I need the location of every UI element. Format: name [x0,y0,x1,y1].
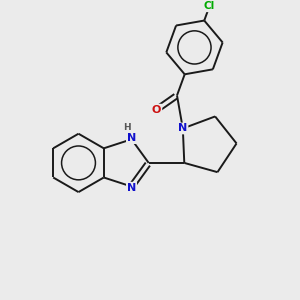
Text: H: H [123,122,131,131]
Text: N: N [127,183,136,193]
Text: N: N [178,124,188,134]
Text: N: N [127,133,136,143]
Text: Cl: Cl [204,1,215,11]
Text: O: O [152,105,161,115]
